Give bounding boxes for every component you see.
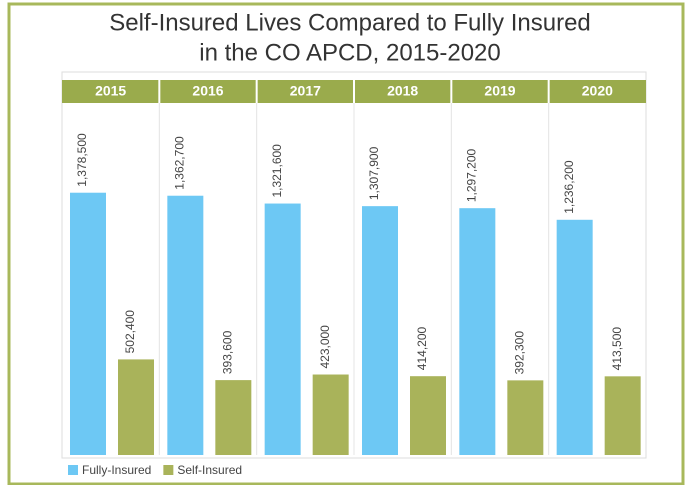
bar	[118, 359, 154, 455]
x-tick-label: 2020	[582, 83, 613, 99]
bar	[362, 206, 398, 455]
chart-title: in the CO APCD, 2015-2020	[199, 39, 501, 66]
x-tick-label: 2019	[484, 83, 515, 99]
data-label: 502,400	[123, 310, 137, 354]
plot-border	[61, 71, 647, 459]
data-label: 1,236,200	[562, 160, 576, 214]
legend-swatch	[68, 465, 78, 475]
bar	[604, 376, 641, 455]
data-label: 1,307,900	[367, 146, 381, 200]
bar	[312, 374, 349, 455]
data-label: 413,500	[610, 327, 624, 371]
data-label: 392,300	[513, 331, 527, 375]
x-tick-label: 2018	[387, 83, 418, 99]
bar	[264, 203, 301, 455]
data-label: 1,321,600	[270, 144, 284, 198]
bar	[507, 380, 544, 455]
data-label: 393,600	[221, 330, 235, 374]
chart-title: Self-Insured Lives Compared to Fully Ins…	[109, 9, 591, 36]
data-label: 423,000	[318, 325, 332, 369]
bar	[70, 192, 106, 455]
x-tick-label: 2016	[192, 83, 223, 99]
data-label: 1,378,500	[75, 133, 89, 187]
bar	[167, 195, 204, 456]
x-tick-label: 2015	[95, 83, 126, 99]
bar	[556, 219, 593, 455]
bar	[215, 380, 252, 455]
data-label: 1,362,700	[173, 136, 187, 190]
data-label: 414,200	[415, 326, 429, 370]
legend-label: Self-Insured	[177, 463, 242, 477]
legend-label: Fully-Insured	[82, 463, 151, 477]
bar	[459, 208, 496, 455]
legend-swatch	[163, 465, 174, 475]
data-label: 1,297,200	[465, 148, 479, 202]
frame	[7, 2, 685, 485]
x-tick-label: 2017	[290, 83, 321, 99]
bar	[410, 376, 446, 455]
